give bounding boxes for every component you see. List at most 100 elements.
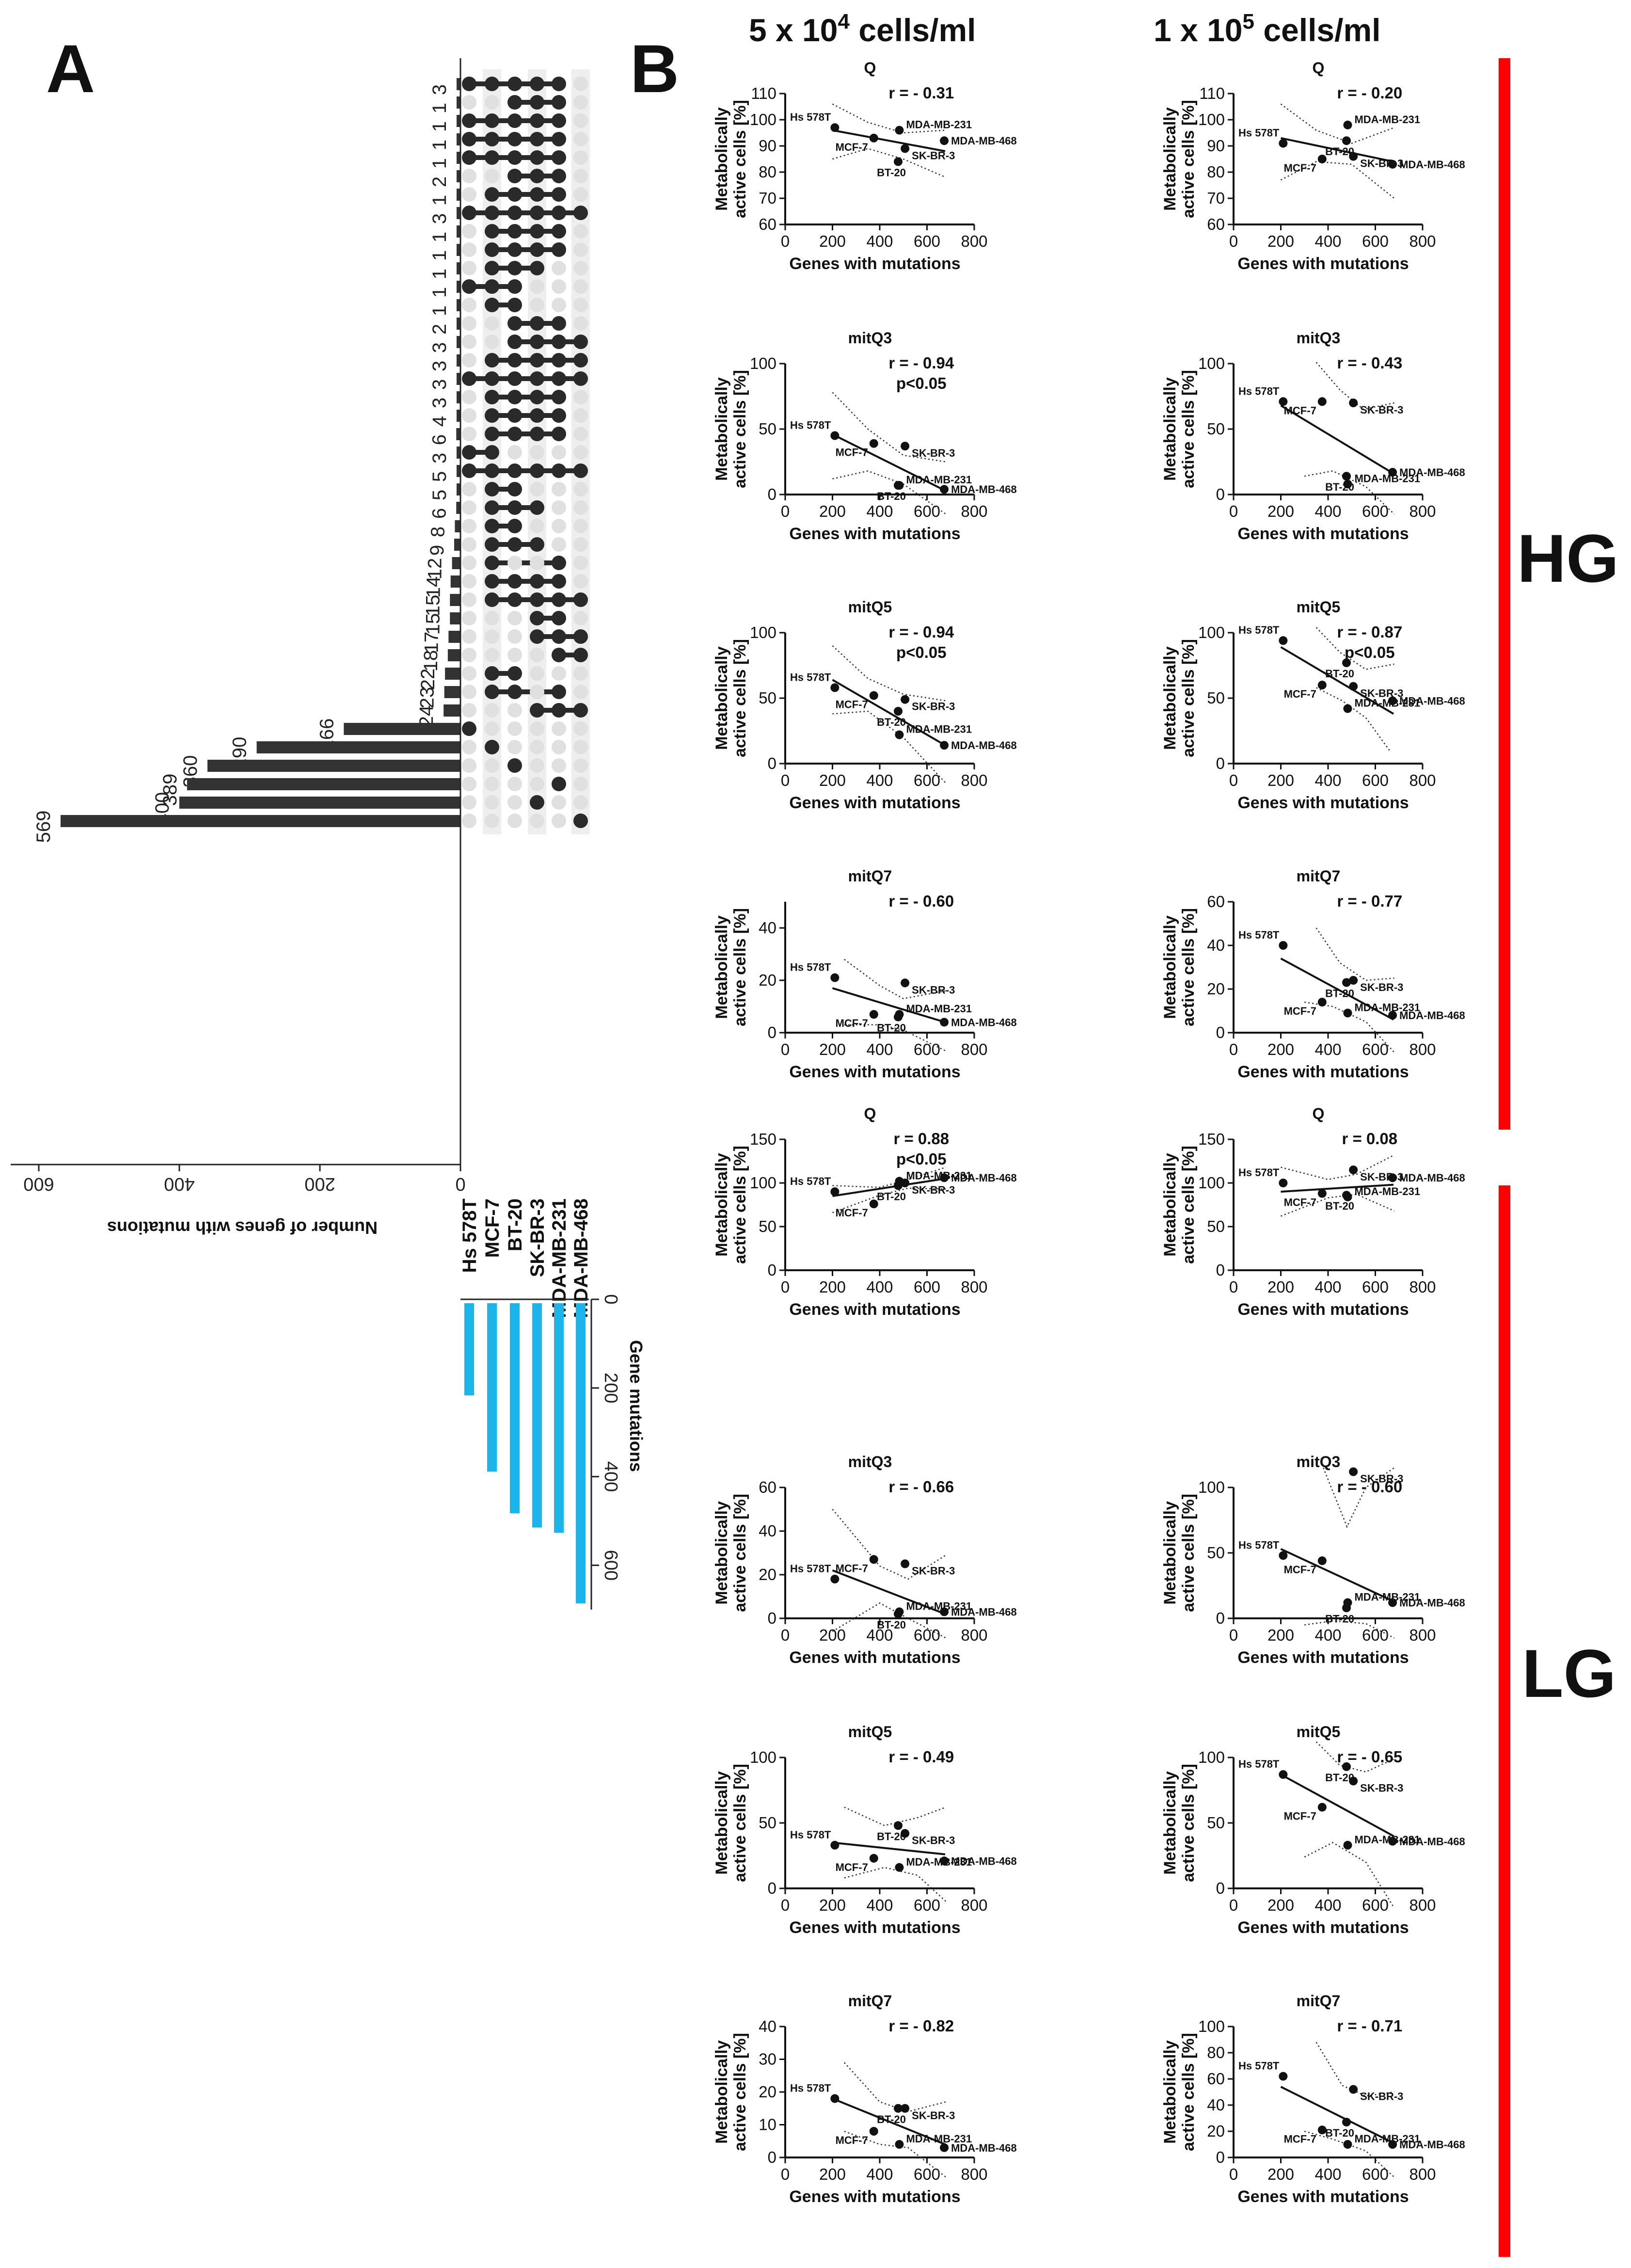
point-label: MCF-7 [1284,162,1316,174]
x-axis-label: Genes with mutations [789,2188,960,2206]
regression-line [1280,1548,1394,1602]
point-label: Hs 578T [1238,127,1280,139]
member-dot [462,150,476,165]
x-tick-label: 0 [781,1626,790,1644]
nonmember-dot [530,814,544,828]
y-tick-label: 0 [1216,1261,1225,1279]
member-dot [485,556,499,570]
y-tick-label: 0 [768,485,776,503]
y-tick-label: 0 [1216,754,1225,772]
data-point [1349,1166,1358,1174]
data-point [901,2104,910,2113]
point-label: BT-20 [877,1619,906,1631]
scatter-panel: 0 200 400 600 800 0 50 100 Genes with mutations M… [1161,329,1465,543]
data-point [1342,472,1351,481]
data-point [830,431,839,440]
nonmember-dot [573,427,588,441]
x-tick-label: 200 [819,1040,846,1058]
nonmember-dot [573,721,588,736]
member-dot [530,113,544,128]
intersection-size-label: 1 [429,121,450,132]
y-tick-label: 0 [1216,1023,1225,1041]
point-label: MDA-MB-468 [1399,1836,1465,1848]
panel-title: Q [864,1105,876,1122]
y-axis-label-line1: Metabolically [1161,1501,1179,1605]
scatter-panel: 0 200 400 600 800 0 50 100 Genes with mutations M… [713,1723,1017,1937]
correlation-r: r = - 0.66 [888,1478,954,1496]
intersection-bar [454,539,460,551]
intersection-size-label: 6 [428,508,450,519]
point-label: MDA-MB-231 [906,1169,972,1182]
intersection-size-label: 23 [417,687,438,709]
member-dot [485,150,499,165]
point-label: SK-BR-3 [1360,158,1403,170]
y-tick-label: 20 [1207,2122,1225,2140]
point-label: Hs 578T [790,671,831,683]
point-label: MDA-MB-468 [1399,2139,1465,2151]
point-label: MCF-7 [836,1207,868,1219]
regression-line [832,1841,946,1855]
x-tick-label: 0 [1229,232,1238,250]
x-tick-label: 0 [1229,2165,1238,2183]
y-axis-label-line1: Metabolically [1161,2040,1179,2144]
panel-title: mitQ5 [848,1723,892,1741]
panel-title: mitQ3 [1297,329,1341,347]
point-label: MCF-7 [836,1861,868,1873]
intersection-size-label: 5 [429,490,450,500]
y-tick-label: 150 [1198,1130,1225,1148]
point-label: Hs 578T [1238,929,1280,941]
point-label: MCF-7 [1284,1005,1316,1017]
x-tick-label: 400 [866,771,893,789]
y-tick-label: 0 [768,1261,776,1279]
intersection-size-label: 1 [429,305,450,316]
member-dot [530,537,544,552]
column-header-left-tail: cells/ml [850,12,976,48]
member-dot [552,592,566,607]
x-tick-label: 600 [914,232,940,250]
x-tick-label: 0 [1229,771,1238,789]
data-point [1279,397,1288,406]
data-point [894,1821,903,1830]
point-label: SK-BR-3 [1360,2091,1403,2103]
y-tick-label: 100 [750,1174,776,1192]
point-label: SK-BR-3 [912,149,955,161]
member-dot [530,592,544,607]
nonmember-dot [573,132,588,146]
point-label: MDA-MB-468 [1399,159,1465,171]
column-header-right: 1 x 105 cells/ml [1154,10,1380,48]
member-dot [507,316,522,331]
x-tick-label: 200 [819,2165,846,2183]
intersection-size-label: 15 [422,613,443,635]
nonmember-dot [552,298,566,312]
data-point [901,144,910,153]
nonmember-dot [530,556,544,570]
y-tick-label: 0 [1216,2148,1225,2166]
nonmember-dot [462,648,476,662]
scatter-panel: 0 200 400 600 800 0 20 40 Genes with mutations Me… [713,867,1017,1081]
confidence-band-lower [832,470,947,515]
member-dot [485,445,499,460]
scatter-panel: 0 200 400 600 800 0 10 20 30 40 Genes with mutatio… [713,1992,1017,2206]
member-dot [507,113,522,128]
data-point [869,1010,878,1019]
member-dot [462,279,476,294]
panel-title: Q [1313,59,1325,77]
y-tick-label: 0 [768,2148,776,2166]
data-point [1342,136,1351,145]
member-dot [507,353,522,367]
member-dot [507,298,522,312]
nonmember-dot [573,150,588,165]
correlation-r: r = - 0.77 [1337,892,1402,910]
set-size-bar [576,1303,586,1603]
member-dot [485,592,499,607]
set-name: MDA-MB-468 [570,1198,592,1318]
x-axis-label: Genes with mutations [789,1648,960,1667]
nonmember-dot [552,814,566,828]
y-tick-label: 50 [1207,1544,1225,1562]
intersection-bar [457,115,460,127]
nonmember-dot [530,279,544,294]
y-tick-label: 100 [1198,111,1225,128]
point-label: MDA-MB-231 [906,474,972,486]
nonmember-dot [462,187,476,202]
